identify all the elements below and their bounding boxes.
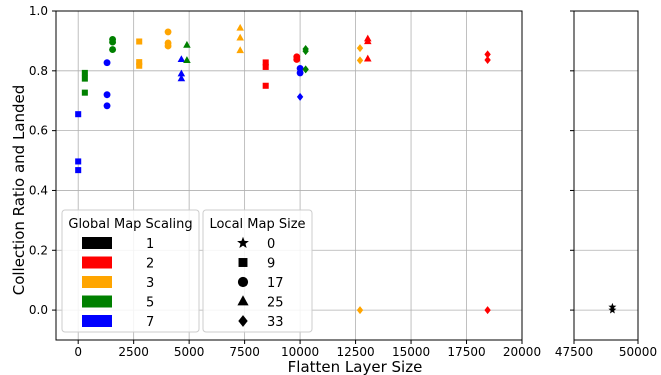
x-axis-label: Flatten Layer Size [288, 358, 423, 375]
legend-color-label: 1 [146, 237, 154, 252]
data-point [164, 42, 172, 50]
data-point [302, 47, 309, 56]
legend-marker-symbol [237, 236, 249, 249]
data-point [302, 65, 309, 74]
x-tick-label: 5000 [174, 345, 205, 359]
axes-frame [573, 10, 639, 341]
x-tick-label: 12500 [336, 345, 374, 359]
data-point [164, 28, 172, 36]
data-point [484, 50, 491, 59]
legend-color-swatch [82, 276, 112, 288]
data-point [177, 55, 186, 63]
legend-local-map-size: Local Map Size 0 9 17 25 33 [202, 209, 313, 333]
x-tick-label: 50000 [619, 345, 657, 359]
data-point [363, 54, 372, 62]
x-tick-label: 15000 [392, 345, 430, 359]
legend-global-map-scaling: Global Map Scaling 1 2 3 5 7 [61, 209, 200, 333]
legend-marker-symbol [238, 258, 248, 267]
x-tick-label: 20000 [503, 345, 541, 359]
data-point [109, 46, 117, 54]
legend-color-swatch [82, 237, 112, 249]
data-point [136, 38, 143, 45]
data-point [262, 82, 269, 89]
data-point [136, 59, 143, 66]
data-point [75, 158, 82, 165]
legend-marker-label: 25 [267, 296, 284, 311]
y-axis-label: Collection Ratio and Landed [10, 85, 28, 296]
axes: 0 2500 5000 7500 10000 12500 15000 17500 20000 0.… [29, 4, 657, 359]
x-tick-label: 2500 [118, 345, 149, 359]
legend-title: Global Map Scaling [68, 217, 192, 232]
data-point [109, 38, 117, 46]
data-point [81, 75, 88, 82]
data-point [136, 62, 143, 69]
legend-marker-label: 9 [267, 257, 275, 272]
legend-box [202, 209, 313, 333]
legend-marker-symbol [237, 295, 249, 306]
data-point [81, 89, 88, 96]
legend-color-label: 3 [146, 276, 154, 291]
y-tick-label: 0.6 [29, 124, 48, 138]
data-point [75, 111, 82, 118]
legend-title: Local Map Size [209, 217, 305, 232]
y-tick-label: 0.8 [29, 64, 48, 78]
legend-color-swatch [82, 295, 112, 308]
data-point [363, 37, 372, 45]
y-tick-label: 0.4 [29, 183, 48, 197]
legend-color-label: 5 [146, 296, 154, 311]
data-point [75, 167, 82, 174]
data-point [296, 69, 304, 77]
data-point [183, 56, 191, 63]
data-point [183, 40, 191, 48]
legend-color-swatch [82, 315, 112, 327]
axes-frame [55, 10, 523, 341]
data-point [81, 69, 88, 76]
data-point [177, 69, 186, 77]
data-point [262, 59, 269, 66]
data-point [103, 91, 111, 99]
legend-color-swatch [82, 256, 112, 269]
legend-marker-label: 0 [267, 237, 275, 252]
data-point [484, 56, 491, 65]
data-point [356, 56, 364, 65]
y-tick-label: 1.0 [29, 4, 48, 18]
data-point [356, 44, 364, 53]
data-point [103, 59, 111, 67]
data-point [103, 102, 111, 110]
legend-color-label: 7 [146, 315, 154, 330]
data-point [236, 33, 244, 41]
x-tick-label: 47500 [555, 345, 593, 359]
data-point [236, 23, 244, 31]
data-point [177, 74, 186, 82]
legend-marker-label: 33 [267, 315, 284, 330]
data-point [262, 63, 269, 70]
data-point [236, 46, 244, 54]
data-point [293, 56, 301, 63]
data-point [608, 305, 617, 314]
y-tick-label: 0.2 [29, 243, 48, 257]
data-point [296, 92, 304, 101]
x-tick-label: 17500 [447, 345, 485, 359]
x-tick-label: 10000 [281, 345, 319, 359]
legend-marker-label: 17 [267, 276, 284, 291]
y-tick-label: 0.0 [29, 303, 48, 317]
data-point [356, 306, 364, 315]
legend-marker-symbol [238, 315, 248, 327]
x-tick-label: 0 [74, 345, 82, 359]
legend-color-label: 2 [146, 257, 154, 272]
legend-marker-symbol [237, 276, 249, 288]
x-tick-label: 7500 [229, 345, 260, 359]
data-point [484, 306, 491, 315]
data-points [75, 23, 617, 315]
